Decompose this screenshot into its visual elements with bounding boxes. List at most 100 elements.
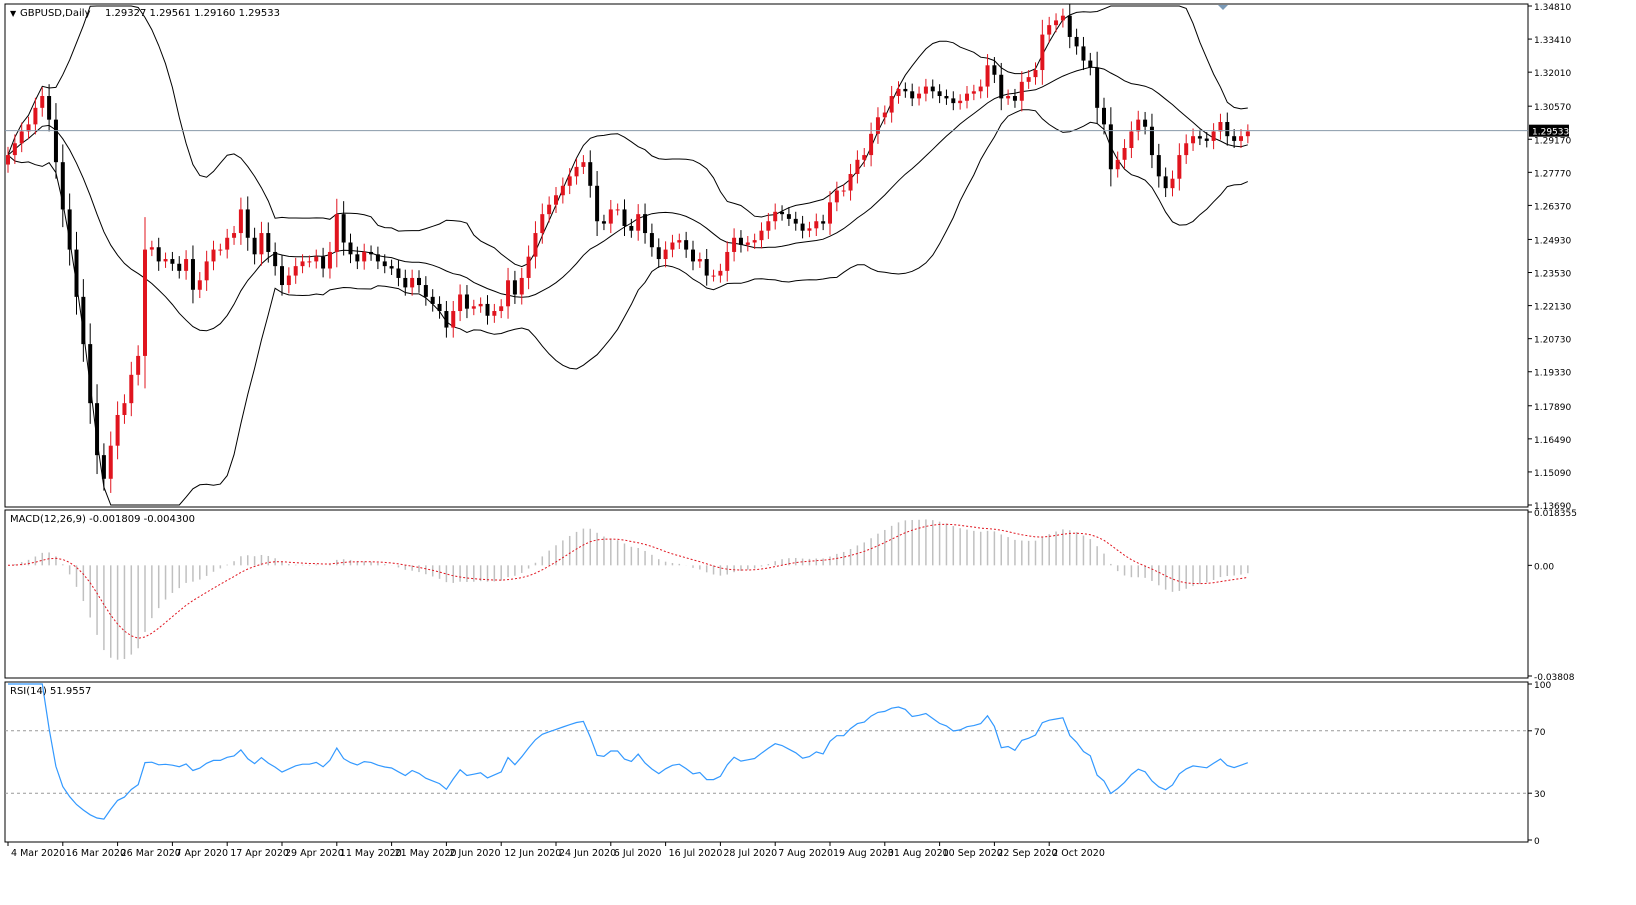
candle-body	[684, 240, 689, 250]
candle-body	[1232, 136, 1237, 141]
candle	[334, 198, 339, 268]
candle-body	[1006, 96, 1011, 99]
candle	[1026, 70, 1031, 89]
candle-body	[677, 240, 682, 243]
candle-body	[95, 403, 100, 456]
candle-body	[1033, 70, 1038, 78]
candle	[1191, 128, 1196, 151]
candle-body	[47, 96, 52, 120]
candle	[848, 163, 853, 201]
candle	[1225, 112, 1230, 146]
candle	[745, 236, 750, 252]
candle	[786, 207, 791, 226]
candle	[26, 116, 31, 140]
candle-body	[588, 162, 593, 186]
candle	[773, 203, 778, 230]
macd-tick-label: 0.00	[1534, 562, 1554, 572]
price-tick-label: 1.27770	[1534, 169, 1571, 179]
candle	[896, 81, 901, 104]
candle	[1232, 129, 1237, 148]
candle-body	[951, 98, 956, 104]
candle	[1204, 132, 1209, 148]
candle-body	[122, 403, 127, 415]
candle-body	[197, 280, 202, 290]
candle	[232, 225, 237, 245]
candle	[711, 269, 716, 282]
candle-body	[649, 233, 654, 248]
candle-body	[1060, 15, 1065, 21]
candle	[540, 203, 545, 244]
candle-body	[1081, 46, 1086, 61]
candle	[732, 228, 737, 262]
candle-body	[512, 280, 517, 295]
candle-body	[930, 86, 935, 92]
candle-body	[1102, 107, 1106, 125]
candle	[780, 205, 785, 221]
candle	[355, 246, 360, 270]
candle-body	[334, 214, 339, 252]
candle-body	[944, 96, 949, 99]
candle	[122, 394, 127, 424]
date-tick-label: 12 Jun 2020	[504, 848, 561, 859]
candle	[821, 214, 826, 231]
candle-body	[403, 277, 408, 288]
candle-body	[1225, 122, 1230, 137]
candle	[458, 284, 463, 322]
candle-body	[1108, 124, 1113, 170]
candle	[211, 240, 216, 271]
candle	[389, 259, 394, 275]
candle	[752, 233, 757, 250]
candle	[917, 86, 922, 106]
candle	[417, 270, 421, 293]
candle-body	[307, 261, 312, 263]
candle	[47, 84, 52, 132]
price-tick-label: 1.15090	[1534, 469, 1571, 479]
candle-body	[992, 65, 997, 75]
candle-body	[190, 259, 195, 290]
candle-body	[848, 173, 853, 191]
candle	[204, 250, 209, 291]
symbol-title: GBPUSD,Daily	[20, 8, 91, 19]
candle-body	[704, 259, 709, 276]
candle-body	[1143, 119, 1148, 127]
candle-body	[464, 294, 469, 309]
candle	[636, 204, 641, 241]
candle-body	[143, 249, 147, 356]
price-layer	[5, 4, 1528, 506]
candle	[814, 213, 819, 237]
candle-body	[670, 242, 675, 250]
candle-body	[1184, 143, 1189, 156]
candle-body	[286, 275, 291, 286]
date-tick-label: 2 Jun 2020	[449, 848, 500, 859]
candle	[691, 240, 695, 271]
candle	[944, 89, 949, 105]
candle-body	[519, 277, 524, 295]
candle	[1074, 28, 1079, 55]
candle-body	[163, 259, 168, 262]
candle	[6, 146, 10, 173]
candle	[464, 285, 469, 319]
candle-body	[1191, 136, 1196, 144]
candle	[300, 254, 305, 274]
candle-body	[1163, 176, 1168, 189]
candle-body	[108, 445, 113, 479]
date-tick-label: 24 Jun 2020	[559, 848, 616, 859]
candle	[197, 272, 202, 299]
candle-body	[1177, 155, 1182, 179]
candle	[1218, 113, 1223, 140]
price-tick-label: 1.22130	[1534, 303, 1571, 313]
candle	[156, 237, 161, 271]
candle-body	[971, 91, 976, 94]
shift-marker-icon[interactable]	[1218, 5, 1228, 10]
candle	[882, 105, 887, 125]
candle	[1239, 129, 1243, 148]
candle	[958, 94, 963, 110]
candle-body	[1067, 15, 1072, 37]
candle-body	[1095, 67, 1100, 108]
candle-body	[793, 218, 798, 224]
candle-body	[156, 247, 161, 262]
candle-body	[136, 355, 141, 375]
candle	[1184, 134, 1189, 164]
candle	[1136, 110, 1141, 141]
collapse-icon[interactable]: ▼	[10, 9, 17, 18]
